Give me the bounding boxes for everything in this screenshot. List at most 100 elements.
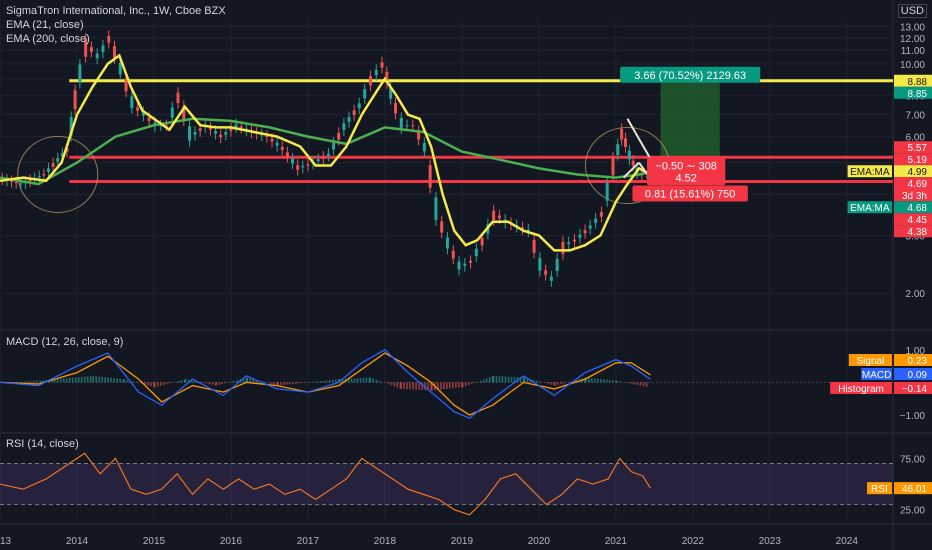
candle-body: [69, 116, 73, 136]
price-tag-8.88: 8.88: [894, 74, 932, 88]
histogram-bar: [390, 382, 393, 386]
histogram-bar: [230, 381, 233, 383]
histogram-bar: [612, 380, 614, 383]
candle-body: [141, 112, 145, 116]
histogram-bar: [156, 382, 159, 387]
candle-body: [368, 76, 372, 86]
histogram-bar: [341, 378, 344, 383]
histogram-bar: [523, 377, 526, 383]
ema21-legend[interactable]: EMA (21, close): [6, 19, 84, 31]
candle-body: [208, 127, 212, 130]
histogram-bar: [532, 379, 535, 383]
candle-body: [265, 135, 269, 137]
currency-label[interactable]: USD: [897, 4, 927, 18]
price-tag-4.45: 4.45: [894, 213, 932, 226]
rsi-y-tick: 25.00: [900, 506, 925, 517]
profit-label: 3.66 (70.52%) 2129.63: [620, 66, 761, 83]
candle-body: [19, 183, 23, 185]
histogram-bar: [30, 381, 32, 383]
rsi-tag: RSI 46.01: [867, 482, 932, 495]
candle-body: [385, 71, 389, 83]
current-pl-label-bg: [647, 157, 726, 186]
y-tick-label: 11.00: [901, 46, 926, 57]
histogram-bar: [168, 382, 171, 384]
rsi-y-tick: 75.00: [900, 454, 925, 465]
candle-body: [521, 227, 525, 229]
rsi-tag-value-bg: [894, 482, 932, 495]
macd-tag-value-bg: [894, 368, 932, 380]
histogram-bar: [560, 382, 562, 385]
price-tag-text: 8.88: [908, 77, 928, 88]
histogram-bar: [443, 382, 445, 390]
loss-label-text: 0.81 (15.61%) 750: [645, 188, 736, 200]
histogram-bar: [184, 379, 187, 383]
candle-body: [198, 128, 202, 131]
x-tick-label: 2022: [682, 536, 705, 547]
histogram-bar: [190, 380, 193, 383]
candle-body: [14, 182, 18, 184]
histogram-bar: [270, 382, 272, 384]
rsi-legend: RSI (14, close): [6, 437, 79, 451]
histogram-bar: [159, 382, 162, 386]
ema200-legend[interactable]: EMA (200, close): [6, 33, 90, 45]
price-tag-4.68: 4.68 EMA:MA: [847, 201, 932, 214]
annotation-circle-left: [17, 135, 99, 213]
candle-body: [544, 270, 548, 275]
macd-title[interactable]: MACD (12, 26, close, 9): [6, 336, 124, 348]
histogram-bar: [384, 382, 387, 384]
macd-tag-name: Signal: [856, 356, 884, 367]
candle-body: [492, 210, 496, 221]
histogram-bar: [36, 380, 38, 383]
histogram-bar: [77, 377, 80, 383]
candle-body: [405, 125, 409, 127]
histogram-bar: [431, 382, 433, 391]
candle-body: [599, 212, 603, 217]
histogram-bar: [267, 382, 269, 384]
profit-zone: [660, 80, 720, 158]
chart-title[interactable]: SigmaTron International, Inc., 1W, Cboe …: [6, 5, 226, 17]
candle-body: [95, 53, 99, 59]
histogram-bar: [39, 380, 41, 383]
histogram-bar: [372, 378, 375, 383]
candle-body: [306, 164, 310, 166]
histogram-bar: [415, 382, 417, 390]
histogram-bar: [89, 376, 92, 383]
candle-body: [389, 87, 393, 99]
candle-body: [28, 179, 32, 182]
histogram-bar: [113, 378, 115, 383]
macd-tag-name-bg: [861, 368, 892, 380]
histogram-bar: [353, 378, 356, 383]
histogram-bar: [535, 380, 538, 383]
candle-body: [285, 152, 289, 157]
candle-body: [393, 103, 397, 114]
histogram-bar: [298, 382, 300, 384]
histogram-bar: [563, 382, 565, 384]
candle-body: [159, 125, 163, 127]
candle-body: [280, 146, 284, 150]
histogram-bar: [482, 379, 485, 383]
price-tag-bg: [894, 165, 932, 178]
histogram-bar: [187, 379, 190, 383]
rsi-title[interactable]: RSI (14, close): [6, 438, 79, 450]
price-tag-bg: [894, 201, 932, 214]
ema-tag-text: EMA:MA: [850, 167, 890, 178]
candle-body: [239, 126, 243, 128]
candle-body: [224, 132, 228, 135]
ema-tag-bg: [847, 165, 892, 178]
histogram-bar: [65, 378, 68, 383]
histogram-bar: [205, 382, 208, 384]
price-tag-bg: [894, 141, 932, 154]
histogram-bar: [393, 382, 396, 387]
candle-body: [176, 92, 180, 104]
candle-body: [101, 45, 105, 53]
candle-body: [567, 242, 571, 244]
histogram-bar: [421, 382, 423, 391]
histogram-bar: [42, 380, 44, 383]
histogram-bar: [446, 382, 448, 389]
histogram-bar: [33, 380, 35, 383]
price-tag-text: 5.19: [908, 155, 928, 166]
histogram-bar: [427, 382, 429, 391]
price-tag-bg: [894, 225, 932, 238]
